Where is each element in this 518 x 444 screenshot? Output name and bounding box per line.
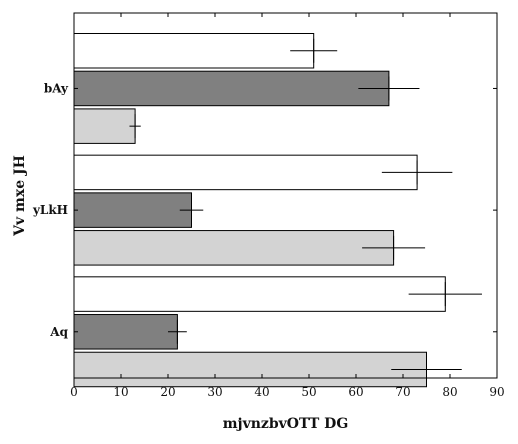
x-tick-label: 60 [348,385,363,399]
x-tick-label: 10 [113,385,128,399]
bar-bAy-series-2 [73,70,390,107]
x-tick-label: 0 [70,385,78,399]
bar-yLkH-series-2 [73,192,192,228]
x-tick-label: 70 [395,385,410,399]
y-category-label: Aq [49,325,68,339]
bars-layer [73,33,446,388]
x-axis-title: mjvnzbvOTT DG [223,416,349,432]
x-axis-ticks: 0 10 20 30 40 50 60 70 80 90 [70,13,505,399]
x-tick-label: 20 [160,385,175,399]
bar-bAy-series-1 [73,33,315,69]
error-bars-layer [129,38,482,382]
y-category-label: bAy [44,81,69,95]
plot-frame [73,12,498,379]
y-axis-title: Vv mxe JH [12,155,28,237]
bar-Aq-series-3 [73,351,427,388]
x-tick-label: 50 [301,385,316,399]
x-tick-label: 40 [254,385,269,399]
bar-Aq-series-2 [73,314,178,350]
bar-yLkH-series-1 [73,154,418,191]
x-tick-label: 80 [442,385,457,399]
y-category-label: yLkH [32,203,68,217]
bar-yLkH-series-3 [73,230,395,266]
x-tick-label: 30 [207,385,222,399]
bar-Aq-series-1 [73,276,446,312]
y-axis-ticks: bAy yLkH Aq [32,81,497,339]
bar-bAy-series-3 [73,108,136,144]
x-tick-label: 90 [489,385,504,399]
